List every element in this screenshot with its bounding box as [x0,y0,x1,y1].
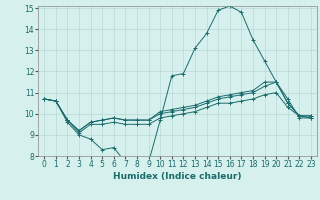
X-axis label: Humidex (Indice chaleur): Humidex (Indice chaleur) [113,172,242,181]
